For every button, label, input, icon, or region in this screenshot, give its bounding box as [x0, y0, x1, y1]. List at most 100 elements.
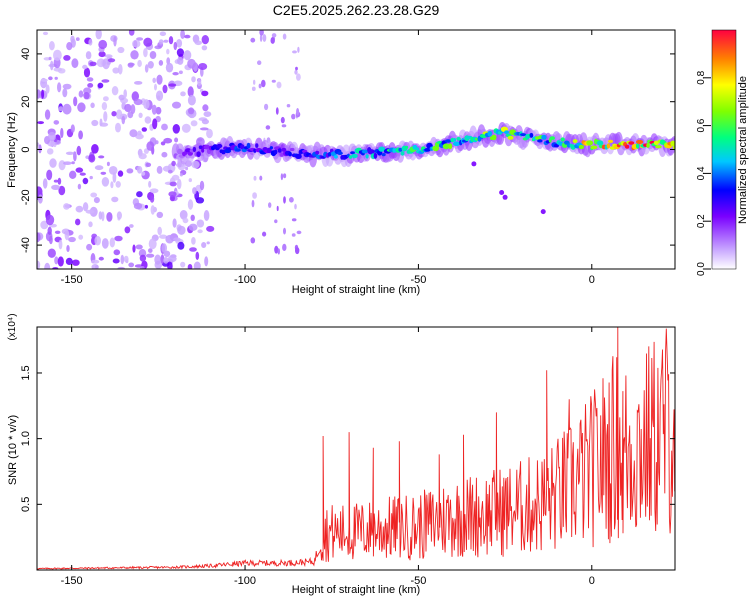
spectrogram-panel: -150 -100 -50 0 -40 -20 0 20 40 Height of straig… [6, 29, 676, 296]
ridge-cell [607, 139, 614, 143]
noise-blob [201, 45, 208, 51]
spectrogram-ylabel: Frequency (Hz) [6, 112, 18, 188]
ridge-cell [414, 147, 420, 151]
noise-blob [251, 86, 256, 92]
noise-blob [94, 235, 101, 246]
noise-blob [62, 83, 72, 90]
noise-blob [148, 238, 157, 250]
noise-blob [37, 89, 41, 99]
noise-blob [40, 220, 49, 230]
noise-blob [201, 90, 209, 97]
noise-blob [151, 104, 157, 115]
noise-blob [91, 144, 99, 154]
ridge-cell [572, 139, 578, 144]
noise-blob [180, 261, 186, 268]
ridge-cell [351, 153, 358, 159]
noise-blob [165, 234, 174, 244]
noise-blob [144, 204, 148, 209]
ridge-cell [235, 148, 241, 152]
noise-blob [123, 255, 129, 263]
noise-blob [90, 102, 95, 109]
noise-blob [268, 202, 272, 208]
ridge-cell [672, 145, 675, 150]
noise-blob [94, 165, 104, 171]
noise-blob [127, 62, 134, 68]
noise-blob [259, 30, 264, 36]
ridge-cell [196, 151, 201, 158]
noise-blob [190, 214, 195, 221]
noise-blob [98, 211, 103, 220]
noise-blob [201, 119, 209, 125]
noise-blob [128, 30, 135, 36]
noise-blob [161, 123, 168, 131]
noise-blob [54, 230, 61, 234]
noise-blob [172, 72, 179, 76]
noise-blob [112, 172, 117, 183]
noise-blob [53, 120, 60, 125]
noise-blob [97, 82, 104, 89]
noise-blob [291, 218, 297, 222]
ridge-cell [655, 145, 662, 149]
noise-blob [154, 254, 162, 265]
noise-blob [93, 197, 100, 204]
noise-blob [114, 235, 123, 242]
noise-blob [167, 255, 177, 263]
noise-blob [131, 91, 139, 102]
noise-blob [206, 241, 210, 245]
noise-blob [296, 230, 302, 235]
noise-blob [297, 46, 300, 53]
colorbar-tick-label: 0.6 [696, 118, 707, 132]
noise-blob [163, 137, 173, 144]
noise-blob [197, 229, 203, 234]
noise-blob [104, 54, 113, 58]
noise-blob [250, 37, 256, 43]
noise-blob [139, 254, 147, 262]
x-tick-label: -100 [234, 274, 256, 286]
noise-blob [289, 197, 294, 203]
ridge-cell [255, 143, 259, 148]
noise-blob [136, 37, 144, 41]
noise-blob [108, 166, 118, 175]
noise-blob [136, 166, 143, 174]
noise-blob [172, 101, 181, 109]
noise-blob [197, 78, 202, 87]
ridge-cell [529, 132, 534, 138]
noise-blob [152, 77, 156, 84]
noise-blob [124, 103, 132, 113]
noise-blob [65, 257, 73, 265]
ridge-cell [670, 140, 675, 147]
ridge-cell [653, 140, 659, 145]
noise-blob [143, 37, 153, 47]
noise-blob [66, 245, 70, 252]
noise-blob [103, 96, 109, 102]
noise-blob [101, 79, 110, 83]
noise-blob [113, 249, 121, 256]
noise-blob [128, 262, 135, 268]
snr-panel: -150 -100 -50 0 0.5 1.0 1.5 Height of straight… [7, 313, 676, 596]
noise-blob [88, 154, 96, 163]
noise-blob [82, 64, 88, 70]
noise-blob [251, 199, 255, 208]
noise-blob [117, 46, 125, 54]
noise-blob [177, 241, 185, 250]
y-tick-label: -20 [20, 189, 32, 205]
noise-blob [42, 31, 49, 36]
x-tick-label: 0 [589, 575, 595, 587]
noise-blob [138, 112, 143, 119]
noise-blob [75, 218, 81, 226]
noise-blob [77, 183, 82, 190]
noise-blob [163, 257, 169, 264]
snr-ylabel: SNR (10 * v/v) [7, 415, 19, 485]
ridge-cell [273, 149, 278, 155]
noise-blob [274, 245, 279, 254]
noise-blob [65, 151, 74, 155]
noise-blob [187, 58, 196, 69]
colorbar-gradient [711, 29, 737, 270]
noise-blob [63, 55, 71, 61]
noise-blob [136, 191, 143, 198]
ridge-cell [560, 137, 565, 142]
noise-blob [77, 102, 86, 113]
noise-blob [101, 102, 108, 111]
noise-blob [206, 128, 213, 139]
